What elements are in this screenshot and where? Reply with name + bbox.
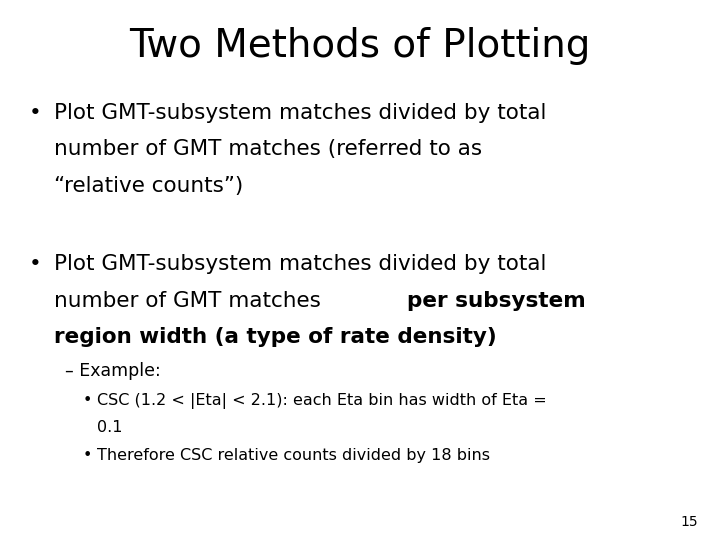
Text: “relative counts”): “relative counts”) (54, 176, 243, 196)
Text: •: • (29, 254, 42, 274)
Text: Plot GMT-subsystem matches divided by total: Plot GMT-subsystem matches divided by to… (54, 103, 546, 123)
Text: number of GMT matches: number of GMT matches (54, 291, 328, 310)
Text: •: • (29, 103, 42, 123)
Text: Therefore CSC relative counts divided by 18 bins: Therefore CSC relative counts divided by… (97, 448, 490, 463)
Text: – Example:: – Example: (65, 362, 161, 380)
Text: Plot GMT-subsystem matches divided by total: Plot GMT-subsystem matches divided by to… (54, 254, 546, 274)
Text: CSC (1.2 < |Eta| < 2.1): each Eta bin has width of Eta =: CSC (1.2 < |Eta| < 2.1): each Eta bin ha… (97, 393, 547, 409)
Text: •: • (83, 393, 92, 408)
Text: region width (a type of rate density): region width (a type of rate density) (54, 327, 497, 347)
Text: number of GMT matches (referred to as: number of GMT matches (referred to as (54, 139, 482, 159)
Text: Two Methods of Plotting: Two Methods of Plotting (130, 27, 590, 65)
Text: 0.1: 0.1 (97, 420, 122, 435)
Text: per subsystem: per subsystem (408, 291, 586, 310)
Text: 15: 15 (681, 515, 698, 529)
Text: number of GMT matches: number of GMT matches (54, 291, 328, 310)
Text: •: • (83, 448, 92, 463)
